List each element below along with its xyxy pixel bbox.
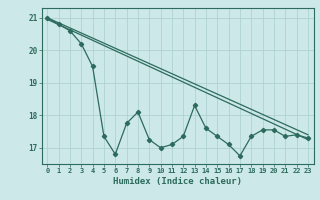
X-axis label: Humidex (Indice chaleur): Humidex (Indice chaleur) bbox=[113, 177, 242, 186]
